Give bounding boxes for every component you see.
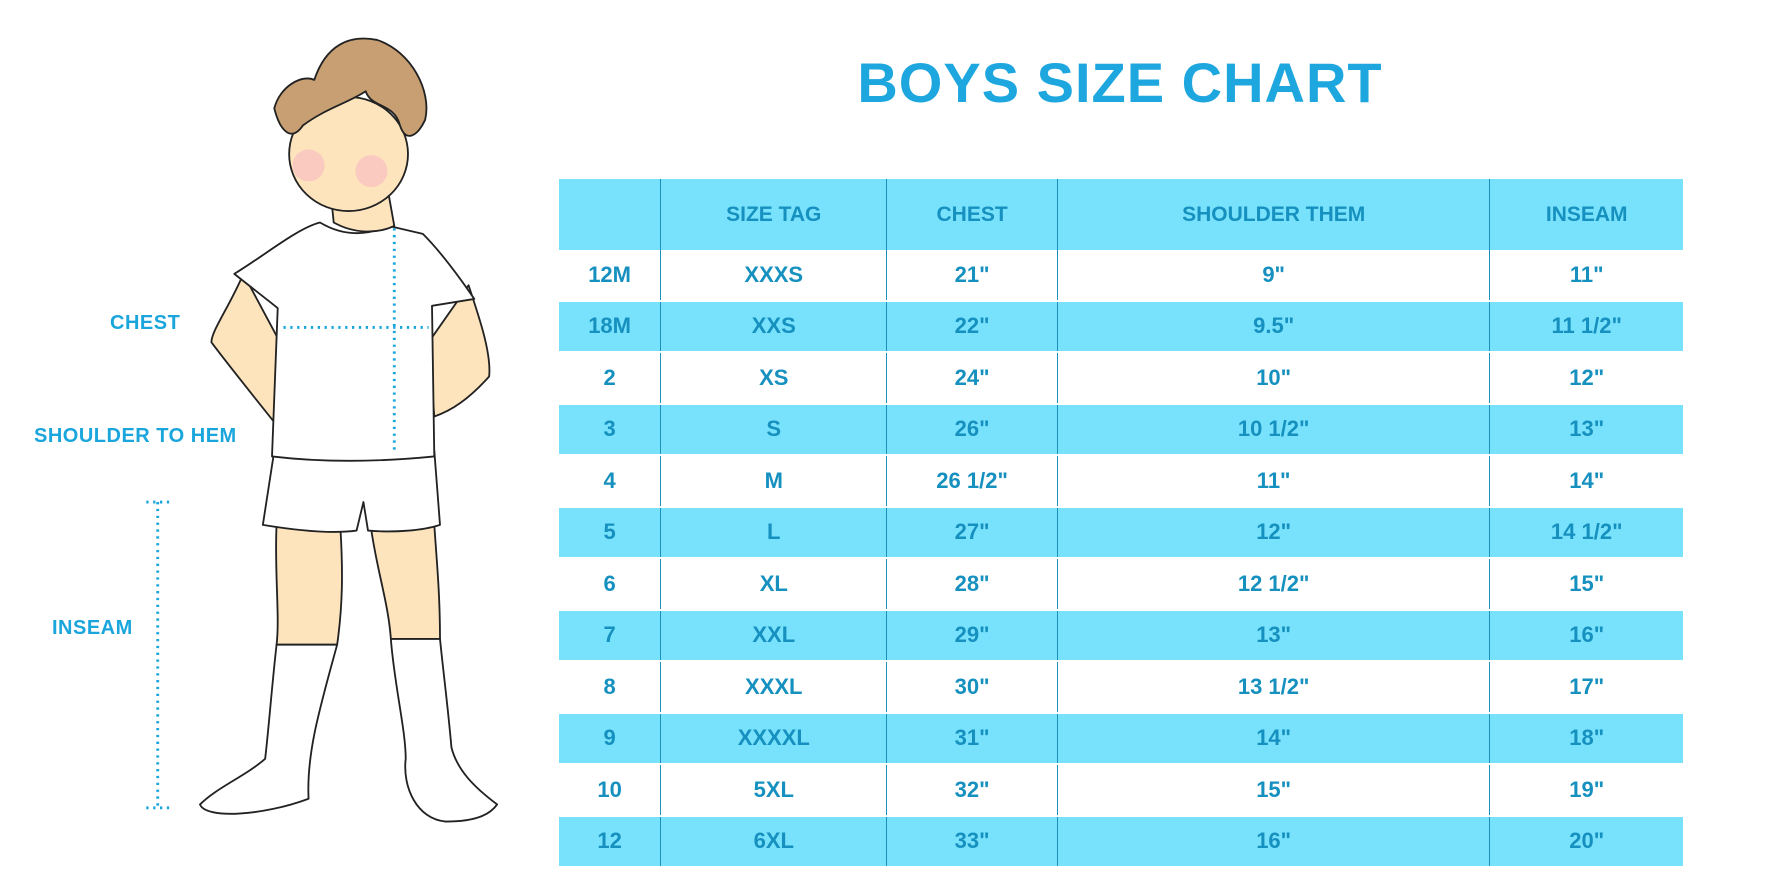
- column-header: SHOULDER THEM: [1056, 179, 1490, 250]
- table-cell: 32": [886, 763, 1058, 816]
- table-cell: 11": [1489, 250, 1683, 301]
- table-cell: XS: [660, 351, 887, 404]
- table-cell: 24": [886, 351, 1058, 404]
- table-cell: 9: [559, 711, 661, 764]
- table-cell: 8: [559, 660, 661, 713]
- table-cell: S: [660, 402, 887, 455]
- column-header: INSEAM: [1489, 179, 1683, 250]
- column-header: SIZE TAG: [660, 179, 887, 250]
- inseam-label: INSEAM: [52, 617, 133, 639]
- right-leg: [370, 523, 441, 640]
- table-cell: 14": [1489, 454, 1683, 507]
- table-row: 6 XL 28" 12 1/2" 15": [559, 557, 1683, 610]
- table-cell: 16": [1056, 814, 1490, 866]
- table-cell: 33": [886, 814, 1058, 866]
- table-cell: 7: [559, 608, 661, 661]
- table-row: 10 5XL 32" 15" 19": [559, 763, 1683, 816]
- table-cell: 30": [886, 660, 1058, 713]
- table-cell: 5: [559, 505, 661, 558]
- chest-label: CHEST: [110, 312, 181, 334]
- table-cell: 6: [559, 557, 661, 610]
- table-cell: 12": [1489, 351, 1683, 404]
- table-cell: 10": [1056, 351, 1490, 404]
- table-cell: 26 1/2": [886, 454, 1058, 507]
- table-cell: 13": [1056, 608, 1490, 661]
- column-header: CHEST: [886, 179, 1058, 250]
- table-cell: 6XL: [660, 814, 887, 866]
- table-cell: 10: [559, 763, 661, 816]
- table-cell: 29": [886, 608, 1058, 661]
- shorts: [261, 449, 441, 533]
- table-cell: 26": [886, 402, 1058, 455]
- table-row: 8 XXXL 30" 13 1/2" 17": [559, 660, 1683, 713]
- table-cell: 12: [559, 814, 661, 866]
- table-cell: 14": [1056, 711, 1490, 764]
- table-cell: 22": [886, 299, 1058, 352]
- table-cell: 18": [1489, 711, 1683, 764]
- table-cell: M: [660, 454, 887, 507]
- table-cell: 12M: [588, 261, 631, 287]
- table-cell: 12": [1056, 505, 1490, 558]
- table-cell: 4: [559, 454, 661, 507]
- right-sock: [389, 638, 499, 823]
- table-cell: 11 1/2": [1489, 299, 1683, 352]
- table-cell: 15": [1056, 763, 1490, 816]
- table-cell: 13 1/2": [1056, 660, 1490, 713]
- size-chart-table: SIZE TAG CHEST SHOULDER THEM INSEAM 12M XXXS…: [559, 179, 1683, 866]
- table-cell: 20": [1489, 814, 1683, 866]
- table-cell: 31": [886, 711, 1058, 764]
- right-arm: [427, 284, 491, 418]
- table-cell: XXXL: [660, 660, 887, 713]
- table-row: 4 M 26 1/2" 11" 14": [559, 454, 1683, 507]
- table-cell: XXS: [660, 299, 887, 352]
- table-row: 12 6XL 33" 16" 20": [559, 814, 1683, 866]
- hair: [273, 37, 428, 137]
- table-row: 3 S 26" 10 1/2" 13": [559, 402, 1683, 455]
- table-row: 9 XXXXL 31" 14" 18": [559, 711, 1683, 764]
- table-cell: 9": [1056, 250, 1490, 301]
- shoulder-to-hem-label: SHOULDER TO HEM: [34, 425, 237, 447]
- table-cell: 13": [1489, 402, 1683, 455]
- table-cell: 16": [1489, 608, 1683, 661]
- table-cell: 5XL: [660, 763, 887, 816]
- table-cell: L: [660, 505, 887, 558]
- table-cell: 10 1/2": [1056, 402, 1490, 455]
- table-cell: XXXXL: [660, 711, 887, 764]
- table-row: 18M XXS 22" 9.5" 11 1/2": [559, 299, 1683, 352]
- table-header-row: SIZE TAG CHEST SHOULDER THEM INSEAM: [559, 179, 1683, 250]
- column-header: [559, 179, 661, 250]
- table-cell: 28": [886, 557, 1058, 610]
- table-cell: 27": [886, 505, 1058, 558]
- table-row: 7 XXL 29" 13" 16": [559, 608, 1683, 661]
- table-cell: 14 1/2": [1489, 505, 1683, 558]
- page-title: BOYS SIZE CHART: [857, 51, 1383, 114]
- table-cell: 3: [559, 402, 661, 455]
- table-cell: 21": [886, 250, 1058, 301]
- table-cell: 11": [1056, 454, 1490, 507]
- table-cell: 19": [1489, 763, 1683, 816]
- left-arm: [210, 272, 281, 424]
- table-cell: XXL: [660, 608, 887, 661]
- table-cell: XL: [660, 557, 887, 610]
- left-sock: [199, 643, 339, 815]
- table-cell: 17": [1489, 660, 1683, 713]
- table-row: 12M XXXS 21" 9" 11": [559, 250, 1683, 301]
- table-row: 2 XS 24" 10" 12": [559, 351, 1683, 404]
- table-row: 5 L 27" 12" 14 1/2": [559, 505, 1683, 558]
- boy-measurement-illustration: [146, 37, 499, 823]
- table-cell: 15": [1489, 557, 1683, 610]
- table-cell: 12 1/2": [1056, 557, 1490, 610]
- table-cell: 2: [559, 351, 661, 404]
- left-leg: [275, 523, 343, 646]
- table-cell: 18M: [559, 299, 661, 352]
- table-cell: XXXS: [660, 250, 887, 301]
- table-cell: 9.5": [1056, 299, 1490, 352]
